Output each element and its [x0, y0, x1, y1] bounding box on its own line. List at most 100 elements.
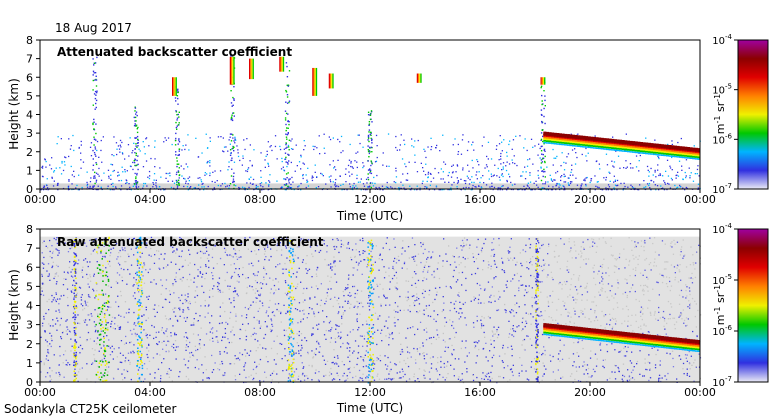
backscatter-pixel — [43, 186, 46, 188]
noise-pixel — [55, 292, 57, 294]
noise-pixel — [452, 321, 454, 323]
noise-pixel — [257, 347, 259, 349]
backscatter-pixel — [546, 166, 548, 168]
cloud-layer-segment — [692, 151, 696, 155]
streak-pixel — [543, 168, 545, 171]
noise-pixel — [325, 329, 327, 332]
noise-pixel — [457, 378, 460, 380]
noise-pixel — [58, 250, 60, 252]
streak-pixel — [135, 177, 137, 180]
streak-pixel — [92, 104, 94, 106]
backscatter-pixel — [234, 142, 236, 144]
noise-pixel — [296, 309, 299, 311]
noise-pixel — [204, 356, 206, 358]
streak-pixel — [95, 94, 97, 96]
noise-pixel — [649, 369, 651, 371]
backscatter-pixel — [563, 189, 565, 191]
noise-pixel — [258, 249, 260, 251]
noise-pixel — [461, 312, 463, 314]
noise-pixel — [94, 297, 96, 299]
noise-pixel — [428, 251, 430, 253]
noise-pixel — [263, 253, 266, 255]
noise-pixel — [325, 300, 327, 302]
backscatter-pixel — [115, 142, 118, 144]
streak-pixel — [369, 118, 372, 121]
backscatter-pixel — [422, 180, 424, 182]
noise-pixel — [449, 264, 452, 266]
noise-pixel — [47, 275, 49, 277]
backscatter-pixel — [500, 163, 502, 165]
cloud-layer-segment — [684, 152, 688, 156]
noise-pixel — [289, 296, 291, 298]
noise-pixel — [88, 314, 91, 316]
backscatter-pixel — [363, 165, 365, 167]
noise-pixel — [330, 367, 332, 370]
backscatter-pixel — [414, 140, 416, 142]
cloud-layer-segment — [600, 137, 604, 142]
high-cloud-streak — [417, 73, 420, 83]
noise-pixel — [264, 269, 266, 271]
backscatter-pixel — [165, 177, 167, 179]
backscatter-pixel — [126, 182, 128, 184]
noise-pixel — [392, 265, 394, 268]
noise-pixel — [604, 359, 606, 361]
backscatter-pixel — [148, 145, 150, 147]
backscatter-pixel — [605, 153, 608, 155]
backscatter-pixel — [480, 177, 482, 179]
noise-pixel — [489, 350, 491, 352]
noise-pixel — [319, 241, 322, 243]
noise-pixel — [433, 336, 435, 338]
backscatter-pixel — [292, 181, 294, 183]
noise-pixel — [513, 315, 515, 317]
noise-pixel — [42, 283, 44, 285]
high-cloud-streak — [229, 56, 232, 85]
streak-pixel — [540, 162, 543, 164]
noise-pixel — [402, 240, 404, 242]
noise-pixel — [269, 292, 272, 294]
backscatter-pixel — [237, 152, 239, 154]
streak-pixel — [136, 142, 139, 144]
noise-pixel — [268, 306, 270, 308]
noise-pixel — [526, 335, 528, 337]
noise-pixel — [556, 309, 558, 311]
noise-pixel — [107, 285, 110, 287]
noise-pixel — [662, 316, 664, 318]
streak-pixel — [135, 176, 137, 178]
backscatter-pixel — [371, 163, 373, 165]
backscatter-pixel — [274, 135, 277, 137]
cloud-layer-segment — [692, 157, 696, 160]
noise-pixel — [661, 377, 663, 379]
backscatter-pixel — [339, 175, 341, 177]
noise-pixel — [294, 379, 296, 381]
backscatter-pixel — [581, 183, 583, 185]
backscatter-pixel — [150, 157, 152, 160]
noise-pixel — [59, 373, 61, 376]
streak-pixel — [367, 111, 370, 113]
noise-pixel — [230, 240, 232, 242]
backscatter-pixel — [81, 186, 83, 189]
cloud-layer-segment — [608, 138, 612, 142]
noise-pixel — [470, 300, 472, 302]
backscatter-pixel — [324, 152, 326, 154]
noise-pixel — [193, 318, 195, 320]
backscatter-pixel — [291, 176, 293, 179]
noise-pixel — [410, 356, 412, 358]
noise-pixel — [348, 277, 350, 279]
backscatter-pixel — [86, 183, 89, 185]
noise-pixel — [393, 309, 395, 311]
streak-pixel — [288, 154, 290, 156]
cloud-layer-segment — [645, 152, 649, 155]
noise-pixel — [461, 271, 464, 274]
noise-pixel — [399, 309, 401, 312]
backscatter-pixel — [648, 182, 651, 185]
noise-pixel — [628, 375, 631, 377]
noise-pixel — [411, 237, 414, 239]
noise-pixel — [71, 245, 73, 247]
streak-pixel — [230, 54, 232, 56]
backscatter-pixel — [660, 185, 662, 187]
noise-pixel — [87, 294, 90, 296]
cloud-layer-segment — [558, 139, 562, 142]
noise-pixel — [543, 319, 545, 321]
backscatter-pixel — [645, 186, 647, 188]
cloud-base-line — [645, 145, 649, 147]
